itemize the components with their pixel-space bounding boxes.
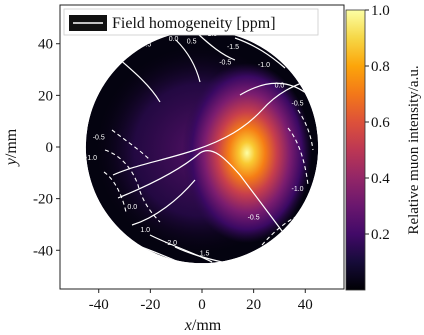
contour-label: 0.0: [169, 36, 179, 43]
colorbar-ticks: 0.2 0.4 0.6 0.8 1.0: [365, 3, 390, 243]
colorbar-tick-label: 0.8: [371, 59, 390, 75]
x-tick-label: 20: [246, 297, 261, 313]
contour-line: [104, 149, 161, 223]
heatmap-aperture: -1.0 -0.5 0.0 0.5 1.5 -1.5 -0.5 -1.0 0.0 -0.5 -0.5…: [85, 30, 319, 264]
y-tick-label: 20: [38, 88, 53, 104]
contour-line: [261, 209, 311, 246]
contour-label: -1.0: [291, 186, 303, 193]
x-tick-label: 0: [198, 297, 206, 313]
contour-label: 0.5: [187, 39, 197, 46]
colorbar-gradient: [345, 9, 366, 291]
x-tick-label: -20: [140, 297, 160, 313]
y-axis-ticks: -40 -20 0 20 40: [33, 37, 60, 259]
contour-label: -0.5: [248, 214, 260, 221]
contour-label: -0.5: [219, 59, 231, 66]
contour-line: [297, 109, 314, 151]
y-tick-label: 0: [46, 140, 54, 156]
contour-label: -1.0: [85, 155, 97, 162]
contour-line: [111, 129, 151, 161]
x-axis-title-var: x: [184, 317, 192, 334]
heatmap-hotspot: [157, 61, 319, 245]
colorbar-tick-label: 0.2: [371, 227, 390, 243]
legend-label: Field homogeneity [ppm]: [112, 15, 276, 32]
colorbar-tick-label: 0.4: [371, 171, 390, 187]
contour-label: -0.5: [93, 134, 105, 141]
contour-line: [175, 39, 201, 83]
y-tick-label: -40: [33, 243, 53, 259]
contour-label: -0.5: [291, 101, 303, 108]
contour-line: [196, 32, 236, 61]
contour-line: [117, 150, 286, 236]
colorbar-tick-label: 1.0: [371, 3, 390, 19]
contour-line: [131, 179, 196, 226]
x-axis-title-unit: /mm: [192, 317, 222, 334]
contour-label: 1.0: [140, 227, 150, 234]
contour-line: [149, 234, 213, 263]
x-axis-title: x/mm: [184, 317, 222, 334]
y-axis-title-var: y: [3, 157, 20, 167]
y-tick-label: 40: [38, 37, 53, 53]
colorbar-tick-label: 0.6: [371, 115, 390, 131]
contour-label: 0.0: [275, 83, 285, 90]
contour-line: [234, 37, 286, 69]
legend: Field homogeneity [ppm]: [63, 8, 319, 36]
contour-label: 0.0: [127, 204, 137, 211]
contour-label: -1.0: [258, 62, 270, 69]
y-tick-label: -20: [33, 192, 53, 208]
contour-line: [112, 79, 311, 176]
x-axis-ticks: -40 -20 0 20 40: [89, 289, 313, 313]
y-axis-title: y/mm: [3, 128, 20, 167]
contour-label: -1.5: [227, 44, 239, 51]
contour-label: 1.5: [200, 250, 210, 257]
colorbar: 0.2 0.4 0.6 0.8 1.0 Relative muon intensity/…: [345, 3, 422, 291]
contour-line: [174, 246, 223, 263]
colorbar-label: Relative muon intensity/a.u.: [406, 65, 422, 234]
y-axis-title-unit: /mm: [3, 128, 20, 158]
x-tick-label: 40: [298, 297, 313, 313]
contour-line: [103, 171, 127, 213]
contour-label: -2.0: [165, 240, 177, 247]
x-tick-label: -40: [89, 297, 109, 313]
